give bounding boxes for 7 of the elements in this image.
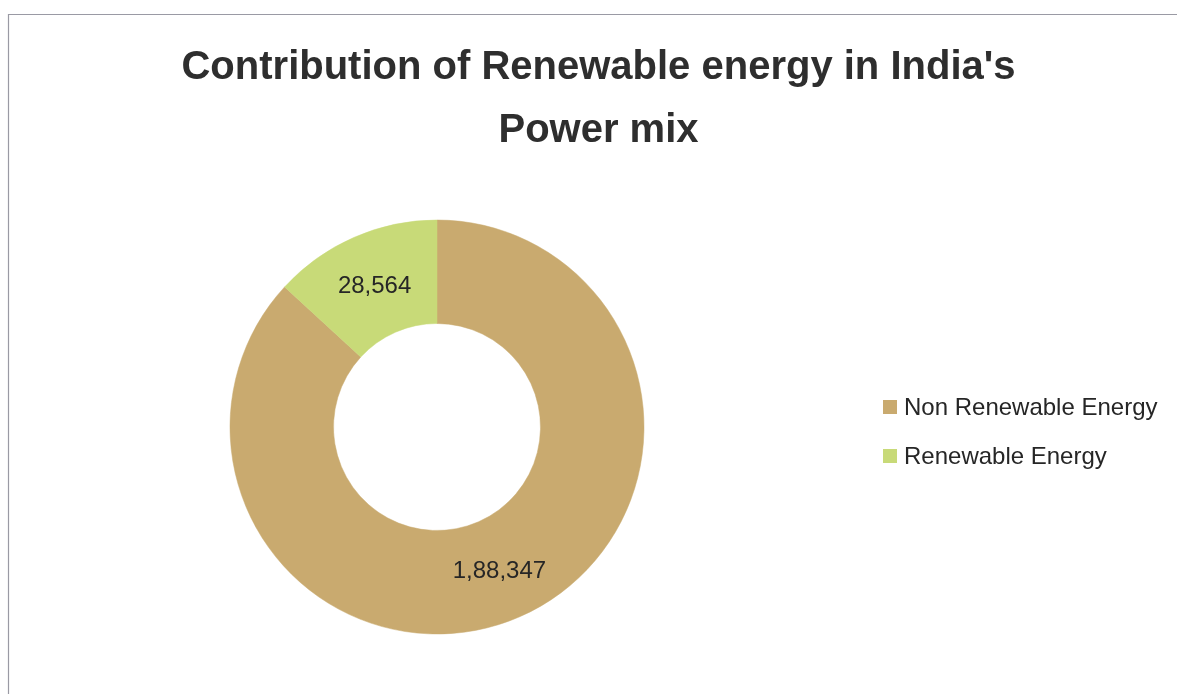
donut-slice <box>284 219 438 358</box>
chart-title: Contribution of Renewable energy in India's Power mix <box>181 43 1016 150</box>
donut-slice <box>229 219 645 635</box>
legend-label: Renewable Energy <box>904 442 1107 470</box>
data-label: 1,88,347 <box>452 555 547 583</box>
legend-label: Non Renewable Energy <box>904 393 1158 421</box>
data-label: 28,564 <box>337 271 412 299</box>
